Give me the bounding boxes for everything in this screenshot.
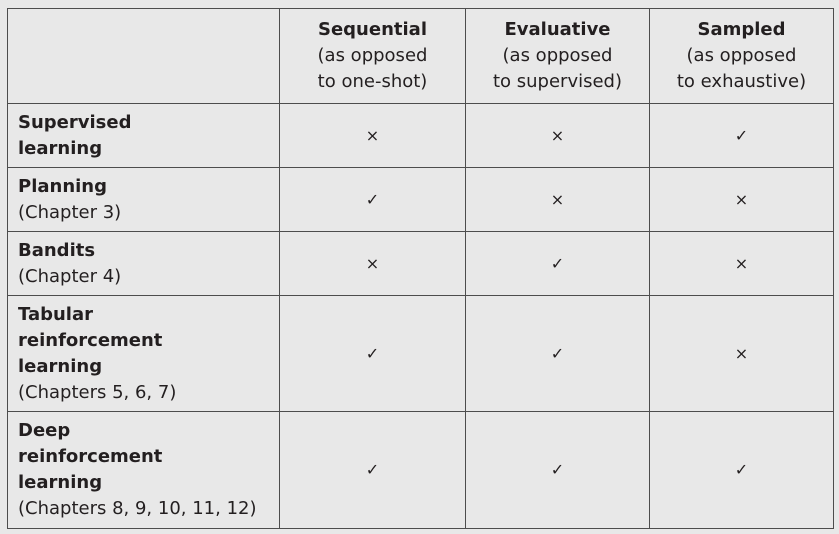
mark-cross: ×: [465, 103, 650, 168]
row-title: Planning: [18, 175, 108, 197]
mark-cross: ×: [649, 295, 834, 412]
table-row-supervised-learning: Supervised learning × × ✓: [7, 103, 834, 168]
comparison-table: Sequential (as opposed to one-shot) Eval…: [7, 8, 834, 529]
column-subtitle: to supervised): [492, 71, 623, 92]
column-subtitle: (as opposed: [502, 45, 613, 66]
mark-check: ✓: [465, 295, 650, 412]
row-label: Bandits (Chapter 4): [7, 231, 280, 296]
column-title: Evaluative: [504, 19, 611, 40]
row-label: Deep reinforcement learning (Chapters 8,…: [7, 411, 280, 529]
row-label: Planning (Chapter 3): [7, 167, 280, 232]
header-evaluative: Evaluative (as opposed to supervised): [465, 8, 650, 104]
row-label: Supervised learning: [7, 103, 280, 168]
header-row: Sequential (as opposed to one-shot) Eval…: [7, 8, 834, 104]
mark-cross: ×: [279, 103, 466, 168]
header-sampled: Sampled (as opposed to exhaustive): [649, 8, 834, 104]
row-title: learning: [18, 472, 103, 493]
column-subtitle: to exhaustive): [676, 71, 807, 92]
row-title: reinforcement: [18, 446, 163, 467]
row-subtitle: (Chapters 8, 9, 10, 11, 12): [18, 498, 257, 519]
row-title: Bandits: [18, 239, 96, 261]
header-corner-cell: [7, 8, 280, 104]
column-subtitle: (as opposed: [317, 45, 428, 66]
row-subtitle: (Chapter 3): [18, 201, 122, 223]
row-title: reinforcement: [18, 329, 163, 351]
table-row-deep-rl: Deep reinforcement learning (Chapters 8,…: [7, 411, 834, 529]
mark-check: ✓: [465, 231, 650, 296]
row-title: Deep: [18, 420, 71, 441]
mark-cross: ×: [279, 231, 466, 296]
mark-check: ✓: [465, 411, 650, 529]
mark-cross: ×: [465, 167, 650, 232]
mark-cross: ×: [649, 167, 834, 232]
row-title: Tabular: [18, 303, 93, 325]
row-subtitle: (Chapters 5, 6, 7): [18, 381, 177, 403]
row-title: learning: [18, 137, 103, 159]
column-subtitle: to one-shot): [317, 71, 428, 92]
column-title: Sampled: [697, 19, 786, 40]
mark-check: ✓: [279, 411, 466, 529]
row-title: learning: [18, 355, 103, 377]
column-title: Sequential: [318, 19, 427, 40]
row-title: Supervised: [18, 111, 132, 133]
mark-check: ✓: [279, 295, 466, 412]
table-row-planning: Planning (Chapter 3) ✓ × ×: [7, 167, 834, 232]
mark-cross: ×: [649, 231, 834, 296]
mark-check: ✓: [279, 167, 466, 232]
row-subtitle: (Chapter 4): [18, 265, 122, 287]
table-row-bandits: Bandits (Chapter 4) × ✓ ×: [7, 231, 834, 296]
table-row-tabular-rl: Tabular reinforcement learning (Chapters…: [7, 295, 834, 412]
header-sequential: Sequential (as opposed to one-shot): [279, 8, 466, 104]
row-label: Tabular reinforcement learning (Chapters…: [7, 295, 280, 412]
column-subtitle: (as opposed: [686, 45, 797, 66]
mark-check: ✓: [649, 411, 834, 529]
mark-check: ✓: [649, 103, 834, 168]
